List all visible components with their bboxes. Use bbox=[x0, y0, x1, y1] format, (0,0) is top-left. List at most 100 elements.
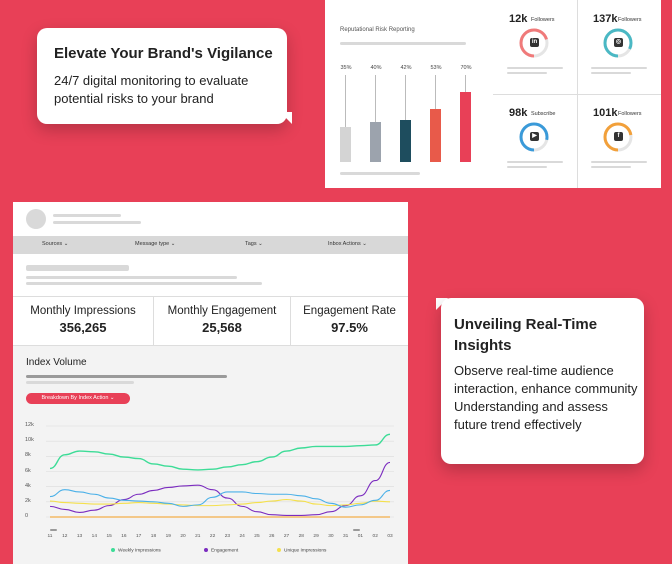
x-tick-label: 11 bbox=[47, 534, 53, 539]
metric-engagement-rate: Engagement Rate 97.5% bbox=[291, 297, 408, 345]
social-skeleton-line bbox=[591, 67, 647, 69]
metric-value: 356,265 bbox=[59, 320, 107, 335]
social-label: Subscribe bbox=[531, 111, 556, 117]
metric-value: 25,568 bbox=[202, 320, 242, 335]
risk-bar-stem bbox=[345, 75, 346, 162]
x-tick-label: 18 bbox=[150, 534, 157, 539]
instagram-icon: ◎ bbox=[614, 38, 623, 47]
filter-tags[interactable]: Tags ⌄ bbox=[245, 241, 263, 247]
series-line bbox=[49, 461, 391, 517]
social-progress-ring bbox=[603, 28, 633, 58]
legend-swatch bbox=[204, 548, 208, 552]
social-label: Followers bbox=[618, 17, 642, 23]
insights-title: Unveiling Real-Time Insights bbox=[454, 316, 598, 354]
x-tick-label: 13 bbox=[76, 534, 83, 539]
legend-item[interactable]: Unique Impressions bbox=[277, 548, 326, 553]
x-tick-label: 26 bbox=[269, 534, 275, 539]
x-tick-label: 19 bbox=[165, 534, 171, 539]
social-progress-ring bbox=[519, 28, 549, 58]
y-tick-label: 0 bbox=[25, 513, 29, 519]
skeleton-line bbox=[26, 276, 237, 279]
filter-sources[interactable]: Sources ⌄ bbox=[42, 241, 69, 247]
insights-body: Observe real-time audience interaction, … bbox=[454, 363, 638, 432]
metric-label: Engagement Rate bbox=[303, 305, 396, 317]
x-tick-label: 15 bbox=[106, 534, 112, 539]
metric-label: Monthly Engagement bbox=[167, 305, 277, 317]
metric-monthly-impressions: Monthly Impressions 356,265 bbox=[13, 297, 153, 345]
social-label: Followers bbox=[531, 17, 555, 23]
social-skeleton-line bbox=[591, 161, 647, 163]
x-tick-label: 20 bbox=[180, 534, 186, 539]
y-tick-label: 8k bbox=[25, 452, 31, 459]
avatar[interactable] bbox=[26, 209, 46, 229]
metric-divider bbox=[153, 297, 154, 345]
x-tick-label: 14 bbox=[91, 534, 98, 539]
y-tick-label: 6k bbox=[25, 467, 31, 474]
social-skeleton-line bbox=[507, 166, 547, 168]
y-tick-label: 12k bbox=[25, 422, 34, 428]
social-skeleton-line bbox=[507, 67, 563, 69]
y-tick-label: 4k bbox=[25, 482, 31, 489]
risk-report-panel: Reputational Risk Reporting 35% 40% 42% 53%… bbox=[325, 0, 493, 188]
social-skeleton-line bbox=[507, 161, 563, 163]
index-volume-skeleton bbox=[26, 381, 134, 384]
social-label: Followers bbox=[618, 111, 642, 117]
x-tick-label: 28 bbox=[298, 534, 304, 539]
y-tick-label: 2k bbox=[25, 497, 31, 504]
series-line bbox=[49, 489, 391, 508]
facebook-icon: f bbox=[614, 132, 623, 141]
risk-bar bbox=[370, 122, 381, 162]
risk-report-title: Reputational Risk Reporting bbox=[340, 27, 415, 33]
social-count: 101k bbox=[593, 107, 618, 119]
risk-bar-label: 42% bbox=[400, 65, 412, 71]
social-skeleton-line bbox=[591, 166, 631, 168]
skeleton-line bbox=[26, 282, 262, 285]
legend-label: Unique Impressions bbox=[284, 548, 327, 554]
social-count: 137k bbox=[593, 13, 618, 25]
vigilance-callout: Elevate Your Brand's Vigilance 24/7 digi… bbox=[37, 28, 287, 124]
x-tick-label: 30 bbox=[328, 534, 334, 539]
x-tick-label: 16 bbox=[121, 534, 127, 539]
series-line bbox=[49, 499, 391, 507]
legend-swatch bbox=[277, 548, 281, 552]
dashboard-header bbox=[13, 202, 408, 236]
header-skeleton-line bbox=[53, 221, 141, 224]
header-skeleton-line bbox=[53, 214, 121, 217]
legend-item[interactable]: Engagement bbox=[204, 548, 238, 553]
index-volume-title: Index Volume bbox=[26, 357, 87, 368]
social-stat-card[interactable]: 101k Followers f bbox=[577, 94, 661, 188]
breakdown-button[interactable]: Breakdown By Index Action ⌄ bbox=[26, 393, 130, 404]
legend-swatch bbox=[111, 548, 115, 552]
risk-bar-label: 40% bbox=[370, 65, 382, 71]
linkedin-icon: in bbox=[530, 38, 539, 47]
metric-value: 97.5% bbox=[331, 320, 368, 335]
x-axis-month-marker bbox=[353, 529, 360, 531]
legend-item[interactable]: Weekly Impressions bbox=[111, 548, 161, 553]
social-progress-ring bbox=[603, 122, 633, 152]
risk-bar bbox=[460, 92, 471, 162]
index-volume-skeleton bbox=[26, 375, 227, 378]
risk-skeleton-line bbox=[340, 172, 420, 175]
filter-inbox-actions[interactable]: Inbox Actions ⌄ bbox=[328, 241, 367, 247]
legend-label: Engagement bbox=[211, 548, 239, 554]
risk-bar-label: 35% bbox=[340, 65, 352, 71]
insights-callout: Unveiling Real-Time Insights Observe rea… bbox=[441, 298, 644, 464]
social-stat-card[interactable]: 137k Followers ◎ bbox=[577, 0, 661, 94]
social-progress-ring bbox=[519, 122, 549, 152]
x-tick-label: 22 bbox=[209, 534, 216, 539]
filter-message-type[interactable]: Message type ⌄ bbox=[135, 241, 176, 247]
risk-bar-label: 70% bbox=[460, 65, 472, 71]
risk-bar bbox=[400, 120, 411, 162]
x-tick-label: 03 bbox=[387, 534, 393, 539]
social-count: 98k bbox=[509, 107, 528, 119]
social-stat-card[interactable]: 98k Subscribe ▶ bbox=[493, 94, 577, 188]
vigilance-callout-tail bbox=[280, 112, 292, 124]
x-tick-label: 17 bbox=[136, 534, 142, 539]
grid-divider-horizontal bbox=[493, 94, 661, 95]
y-tick-label: 10k bbox=[25, 437, 34, 444]
risk-bar bbox=[430, 109, 441, 162]
dashboard-skeleton-area bbox=[13, 254, 408, 296]
metric-divider bbox=[290, 297, 291, 345]
x-tick-label: 01 bbox=[357, 534, 364, 539]
social-stat-card[interactable]: 12k Followers in bbox=[493, 0, 577, 94]
